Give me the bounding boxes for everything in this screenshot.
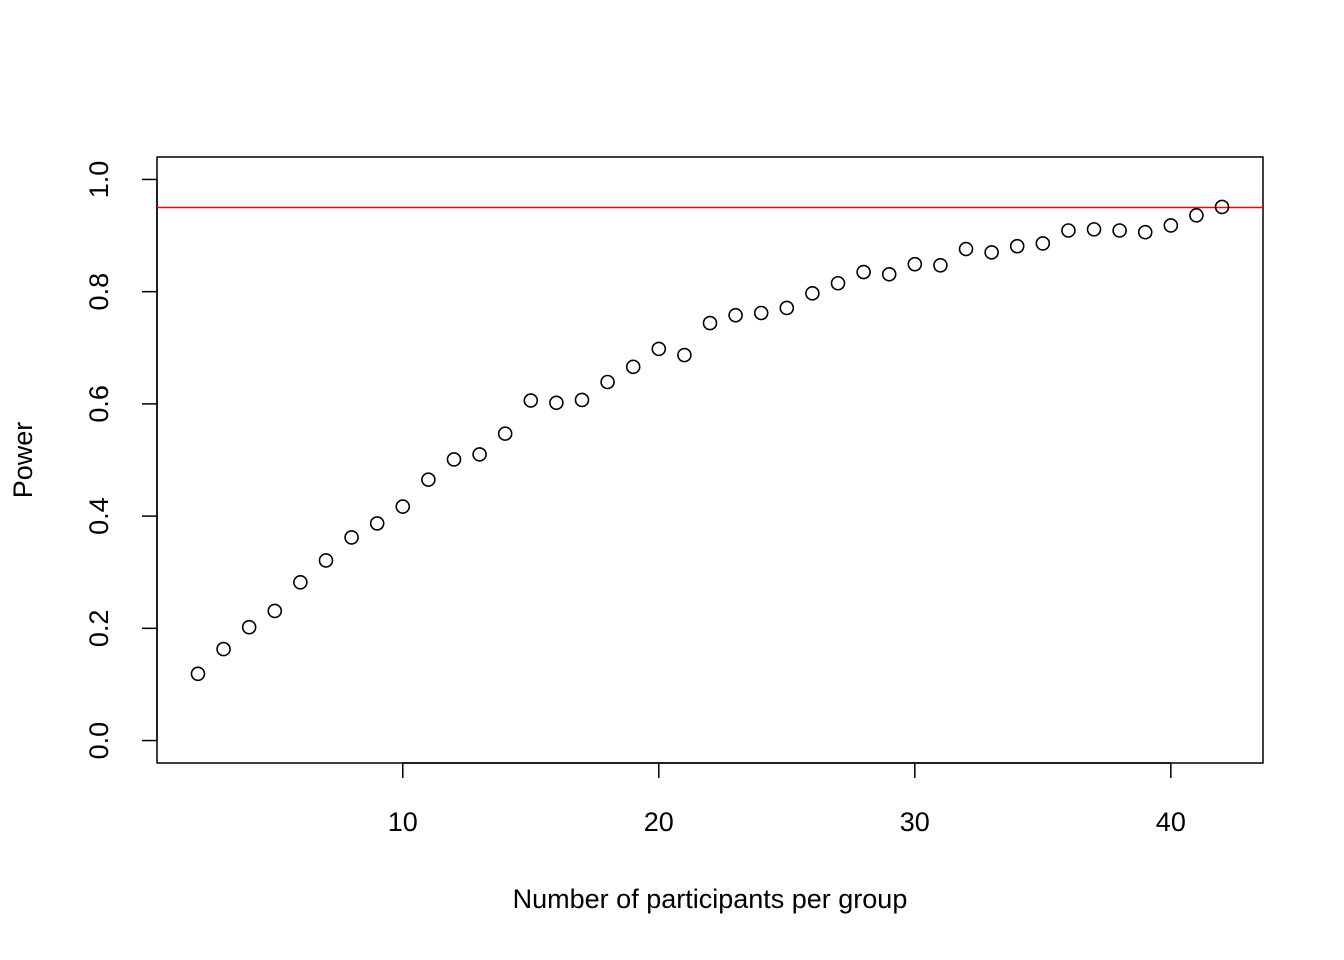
point	[293, 575, 308, 590]
point	[1086, 222, 1102, 237]
x-axis-title: Number of participants per group	[513, 884, 908, 914]
point	[1137, 224, 1153, 240]
point	[1214, 199, 1230, 215]
y-tick-label: 0.2	[84, 610, 114, 648]
point	[600, 374, 615, 390]
point	[1035, 236, 1051, 251]
point	[497, 426, 513, 441]
point	[958, 241, 974, 257]
y-tick-label: 1.0	[84, 161, 114, 199]
x-tick-label: 20	[644, 807, 674, 837]
point	[318, 553, 334, 568]
point	[267, 603, 283, 619]
point	[395, 499, 411, 514]
point	[1009, 238, 1025, 254]
y-axis-title: Power	[8, 422, 38, 499]
point	[651, 341, 667, 357]
point	[728, 307, 743, 323]
point	[881, 266, 897, 282]
y-tick-label: 0.6	[84, 385, 114, 423]
point	[1112, 223, 1127, 238]
point	[472, 447, 487, 462]
y-tick-label: 0.0	[84, 722, 114, 760]
point	[677, 347, 692, 363]
point	[446, 452, 462, 467]
point	[241, 619, 257, 635]
point	[190, 666, 206, 682]
point	[1061, 223, 1076, 238]
point	[523, 393, 539, 408]
point	[549, 395, 564, 411]
point	[805, 286, 820, 301]
y-tick-label: 0.8	[84, 273, 114, 311]
point	[625, 359, 641, 375]
point	[856, 264, 871, 280]
point	[779, 300, 795, 316]
point	[907, 256, 923, 272]
point	[1189, 208, 1204, 223]
point	[702, 315, 718, 331]
x-tick-label: 30	[900, 807, 930, 837]
x-tick-label: 10	[388, 807, 418, 837]
point	[216, 641, 231, 657]
point	[753, 305, 769, 321]
point	[344, 530, 359, 545]
y-tick-label: 0.4	[84, 497, 114, 535]
plot-box	[156, 156, 1264, 764]
point	[1163, 218, 1179, 233]
point	[984, 245, 999, 260]
x-tick-label: 40	[1156, 807, 1186, 837]
point	[830, 275, 846, 291]
point	[933, 257, 948, 273]
point	[421, 472, 436, 487]
point	[369, 516, 385, 531]
point	[574, 392, 590, 408]
